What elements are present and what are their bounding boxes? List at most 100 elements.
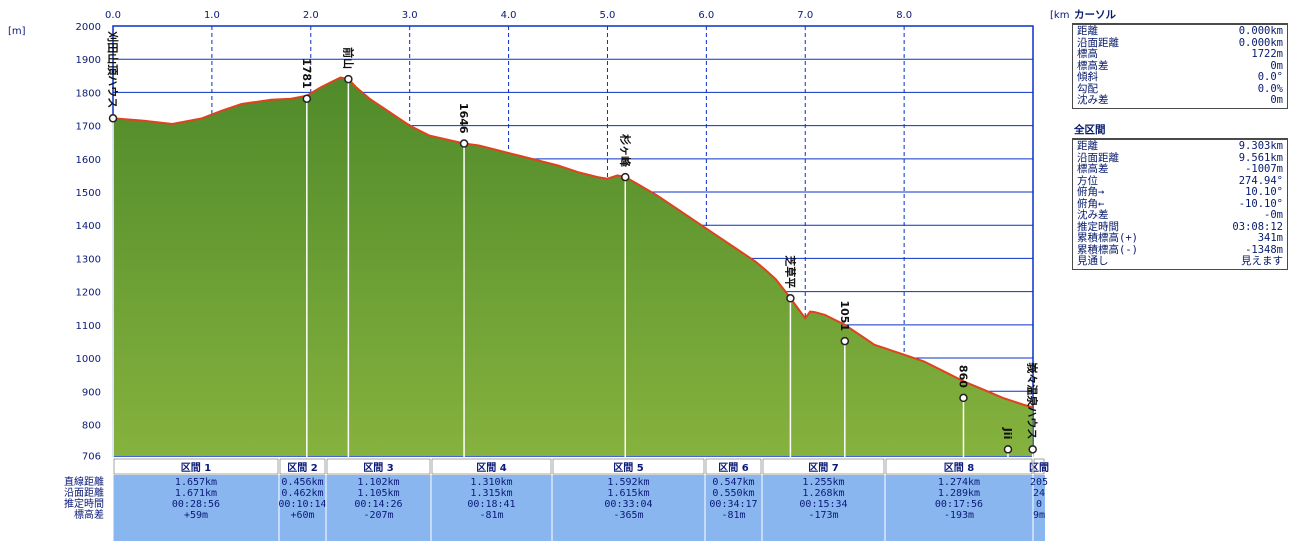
section-direct: 1.102km xyxy=(357,477,399,488)
section-header[interactable] xyxy=(279,458,326,475)
waypoint-marker[interactable] xyxy=(621,172,630,182)
waypoint-label: 芝草平 xyxy=(783,255,797,288)
section-table-bg xyxy=(113,475,1045,541)
section-surface: 0.550km xyxy=(712,488,754,499)
info-row: 俯角← -10.10° xyxy=(1077,197,1283,211)
elevation-area xyxy=(113,77,1033,456)
section-header[interactable] xyxy=(1033,458,1045,475)
section-surface: 1.671km xyxy=(175,488,217,499)
y-tick-label: 1600 xyxy=(76,155,101,166)
section-name: 区間 8 xyxy=(944,462,974,474)
info-row: 推定時間 03:08:12 xyxy=(1077,220,1283,234)
waypoint-marker[interactable] xyxy=(344,74,353,84)
info-value: 274.94° xyxy=(1238,174,1283,187)
info-row: 標高 1722m xyxy=(1077,48,1283,61)
section-elev: +60m xyxy=(290,510,314,521)
info-value: 見えます xyxy=(1241,255,1283,267)
info-label: 沿面距離 xyxy=(1077,36,1119,49)
waypoint-marker[interactable] xyxy=(302,94,312,103)
info-label: 距離 xyxy=(1077,25,1098,37)
info-label: 標高差 xyxy=(1077,163,1109,175)
info-value: -10.10° xyxy=(1238,197,1283,210)
y-tick-label: 1300 xyxy=(76,254,101,265)
section-header[interactable] xyxy=(705,458,762,475)
info-row: 方位 274.94° xyxy=(1077,174,1283,188)
section-elev: -81m xyxy=(479,510,503,521)
section-name: 区間 1 xyxy=(181,462,211,474)
section-header[interactable] xyxy=(326,458,431,475)
section-surface: 1.315km xyxy=(470,488,512,499)
total-panel-title: 全区間 xyxy=(1072,121,1288,139)
section-time: 00:15:34 xyxy=(799,499,847,510)
info-row: 累積標高(-) -1348m xyxy=(1077,243,1283,257)
info-label: 標高差 xyxy=(1077,59,1109,72)
info-row: 累積標高(+) 341m xyxy=(1077,232,1283,245)
waypoint-marker[interactable] xyxy=(786,294,795,303)
x-tick-label: 0.0 xyxy=(105,10,121,21)
cursor-info-list: 距離 0.000km 沿面距離 0.000km 標高 1722m 標高差 0m 傾斜 0.0° 勾配… xyxy=(1072,24,1288,109)
y-tick-label: 1700 xyxy=(76,122,101,133)
section-surface: 1.289km xyxy=(938,488,980,499)
info-label: 傾斜 xyxy=(1077,71,1098,83)
info-label: 勾配 xyxy=(1077,82,1098,95)
section-elev: -193m xyxy=(944,510,974,521)
waypoint-marker[interactable] xyxy=(959,393,968,403)
section-name: 区間 2 xyxy=(287,462,317,474)
section-surface: 0.462km xyxy=(281,488,323,499)
waypoint-marker[interactable] xyxy=(1003,445,1013,454)
x-tick-label: 2.0 xyxy=(303,10,319,21)
section-name: 区間 7 xyxy=(808,462,838,474)
section-elev: +59m xyxy=(184,510,208,521)
section-time: 00:28:56 xyxy=(172,499,220,510)
section-header[interactable] xyxy=(552,458,705,475)
section-name: 区間 5 xyxy=(613,462,643,474)
info-value: 0.0% xyxy=(1257,82,1283,95)
info-label: 距離 xyxy=(1077,140,1098,152)
info-row: 沈み差 0m xyxy=(1077,94,1283,107)
section-time: 0 xyxy=(1036,499,1042,510)
waypoint-label: 1051 xyxy=(838,300,851,331)
info-value: -1007m xyxy=(1245,163,1283,175)
info-label: 沈み差 xyxy=(1077,209,1109,221)
x-tick-label: 3.0 xyxy=(402,10,418,21)
info-row: 俯角→ 10.10° xyxy=(1077,186,1283,199)
info-label: 沿面距離 xyxy=(1077,151,1119,164)
info-value: 0.000km xyxy=(1238,36,1283,49)
info-row: 距離 0.000km xyxy=(1077,25,1283,38)
section-surface: 1.268km xyxy=(802,488,844,499)
section-header[interactable] xyxy=(885,458,1033,475)
info-row: 勾配 0.0% xyxy=(1077,82,1283,96)
waypoint-label: 前山 xyxy=(341,47,355,69)
section-name: 区間 xyxy=(1029,462,1049,474)
info-value: 0.0° xyxy=(1257,71,1283,83)
section-direct: 0.547km xyxy=(712,477,754,488)
info-value: -1348m xyxy=(1245,243,1283,256)
section-elev: -173m xyxy=(808,510,838,521)
waypoint-marker[interactable] xyxy=(1028,445,1037,454)
total-info-list: 距離 9.303km 沿面距離 9.561km 標高差 -1007m 方位 274.94° 俯角… xyxy=(1072,139,1288,270)
info-row: 標高差 0m xyxy=(1077,59,1283,73)
section-header[interactable] xyxy=(431,458,552,475)
waypoint-marker[interactable] xyxy=(108,114,118,123)
section-time: 00:33:04 xyxy=(604,499,652,510)
elevation-line xyxy=(112,76,1033,409)
section-header[interactable] xyxy=(113,458,279,475)
section-header[interactable] xyxy=(762,458,885,475)
section-time: 00:10:14 xyxy=(278,499,326,510)
y-tick-label: 1500 xyxy=(76,188,101,199)
section-direct: 1.592km xyxy=(607,477,649,488)
y-tick-label: 1200 xyxy=(76,288,101,299)
total-info-panel: 全区間 距離 9.303km 沿面距離 9.561km 標高差 -1007m 方位 274.9… xyxy=(1072,121,1288,270)
info-value: 03:08:12 xyxy=(1232,220,1283,233)
info-value: 1722m xyxy=(1251,48,1283,60)
waypoint-label: Jii xyxy=(1001,427,1014,440)
info-value: 9.561km xyxy=(1238,151,1283,164)
section-direct: 205 xyxy=(1030,477,1048,488)
waypoint-marker[interactable] xyxy=(459,139,469,148)
y-tick-label: 800 xyxy=(82,420,101,431)
y-tick-label: 2000 xyxy=(76,22,101,33)
waypoint-marker[interactable] xyxy=(840,336,850,346)
info-value: 9.303km xyxy=(1238,140,1283,152)
info-label: 累積標高(+) xyxy=(1077,232,1138,244)
